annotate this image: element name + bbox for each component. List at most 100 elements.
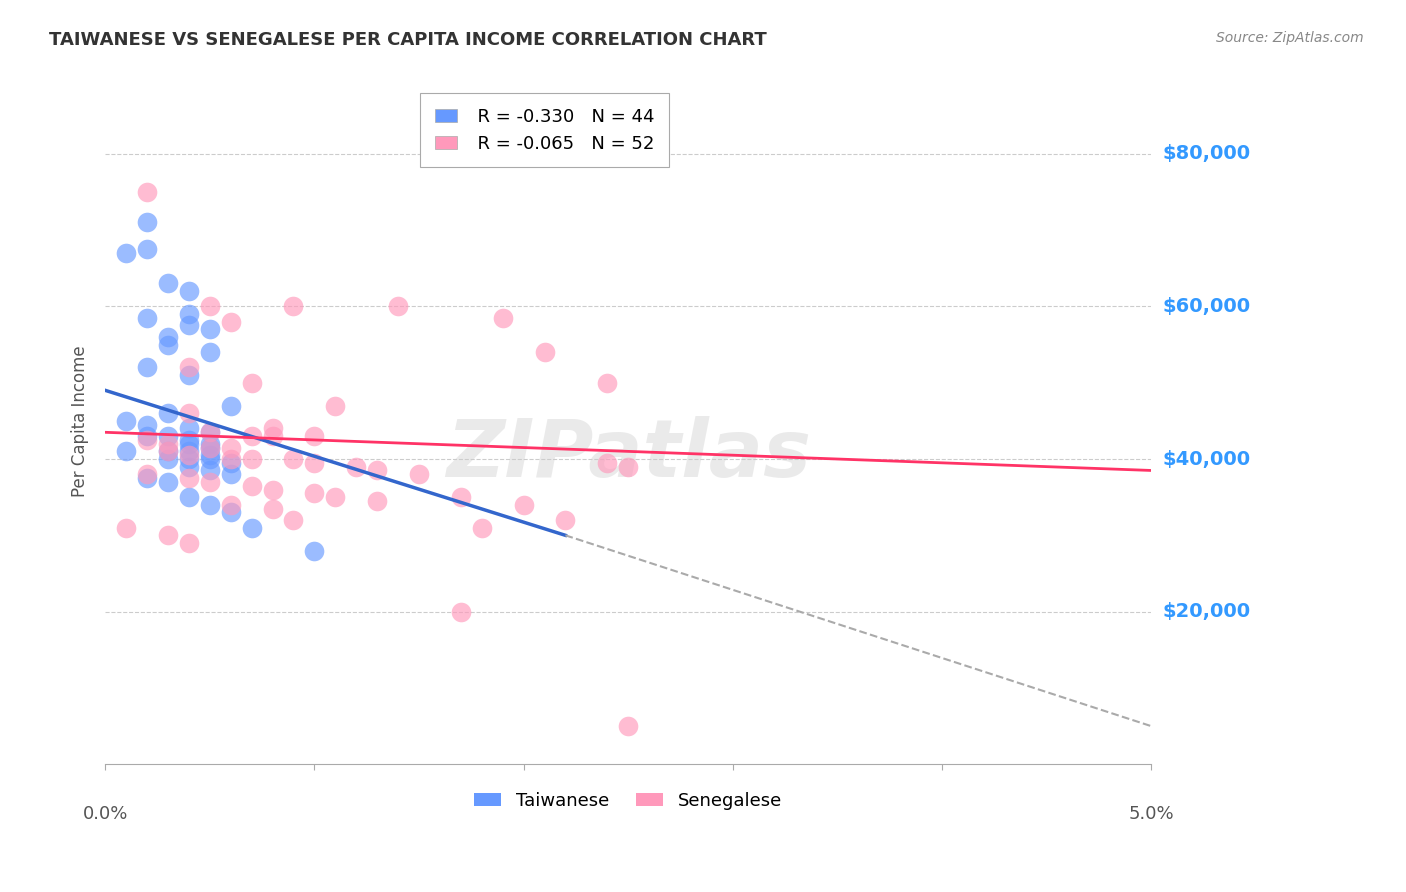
Point [156, 528, 179, 542]
Point [177, 444, 200, 458]
Point [177, 360, 200, 375]
Point [198, 345, 221, 359]
Point [344, 459, 367, 474]
Y-axis label: Per Capita Income: Per Capita Income [72, 345, 89, 497]
Point [219, 315, 242, 329]
Point [115, 444, 138, 458]
Point [177, 448, 200, 462]
Text: $80,000: $80,000 [1163, 145, 1250, 163]
Point [366, 494, 388, 508]
Point [198, 452, 221, 467]
Point [198, 436, 221, 450]
Point [198, 475, 221, 489]
Point [323, 399, 346, 413]
Point [617, 459, 640, 474]
Legend: Taiwanese, Senegalese: Taiwanese, Senegalese [467, 785, 789, 817]
Point [177, 368, 200, 382]
Point [115, 246, 138, 260]
Point [177, 452, 200, 467]
Point [136, 242, 159, 256]
Point [219, 399, 242, 413]
Point [156, 406, 179, 420]
Point [283, 452, 305, 467]
Point [219, 456, 242, 470]
Point [219, 441, 242, 455]
Point [617, 719, 640, 733]
Point [156, 444, 179, 458]
Point [177, 421, 200, 435]
Point [177, 433, 200, 447]
Point [156, 277, 179, 291]
Point [554, 513, 576, 527]
Point [136, 429, 159, 443]
Point [262, 429, 284, 443]
Point [304, 543, 326, 558]
Point [450, 490, 472, 504]
Point [198, 322, 221, 336]
Point [177, 471, 200, 485]
Point [198, 448, 221, 462]
Point [156, 330, 179, 344]
Point [177, 307, 200, 321]
Point [240, 376, 263, 390]
Text: 5.0%: 5.0% [1129, 805, 1174, 823]
Point [219, 467, 242, 482]
Text: $60,000: $60,000 [1163, 297, 1250, 316]
Point [596, 456, 619, 470]
Point [198, 463, 221, 477]
Point [283, 513, 305, 527]
Point [177, 536, 200, 550]
Point [304, 486, 326, 500]
Point [177, 284, 200, 298]
Point [136, 471, 159, 485]
Point [136, 433, 159, 447]
Point [156, 475, 179, 489]
Point [596, 376, 619, 390]
Point [177, 459, 200, 474]
Point [156, 444, 179, 458]
Point [240, 452, 263, 467]
Point [198, 425, 221, 440]
Text: TAIWANESE VS SENEGALESE PER CAPITA INCOME CORRELATION CHART: TAIWANESE VS SENEGALESE PER CAPITA INCOM… [49, 31, 766, 49]
Point [450, 605, 472, 619]
Point [156, 337, 179, 351]
Text: Source: ZipAtlas.com: Source: ZipAtlas.com [1216, 31, 1364, 45]
Text: $40,000: $40,000 [1163, 450, 1250, 468]
Point [198, 441, 221, 455]
Point [408, 467, 430, 482]
Point [136, 215, 159, 229]
Point [219, 505, 242, 519]
Point [136, 185, 159, 199]
Point [198, 498, 221, 512]
Point [366, 463, 388, 477]
Point [198, 425, 221, 440]
Point [512, 498, 534, 512]
Point [136, 360, 159, 375]
Point [136, 310, 159, 325]
Point [177, 406, 200, 420]
Text: 0.0%: 0.0% [83, 805, 128, 823]
Point [177, 436, 200, 450]
Point [136, 417, 159, 432]
Point [219, 498, 242, 512]
Point [262, 483, 284, 497]
Point [471, 521, 494, 535]
Point [136, 467, 159, 482]
Point [492, 310, 515, 325]
Point [283, 299, 305, 313]
Point [156, 436, 179, 450]
Point [115, 414, 138, 428]
Point [177, 490, 200, 504]
Point [240, 479, 263, 493]
Point [240, 521, 263, 535]
Point [219, 452, 242, 467]
Point [198, 441, 221, 455]
Point [304, 456, 326, 470]
Point [304, 429, 326, 443]
Text: $20,000: $20,000 [1163, 602, 1250, 621]
Text: ZIPatlas: ZIPatlas [446, 417, 811, 494]
Point [177, 318, 200, 333]
Point [262, 421, 284, 435]
Point [156, 452, 179, 467]
Point [198, 299, 221, 313]
